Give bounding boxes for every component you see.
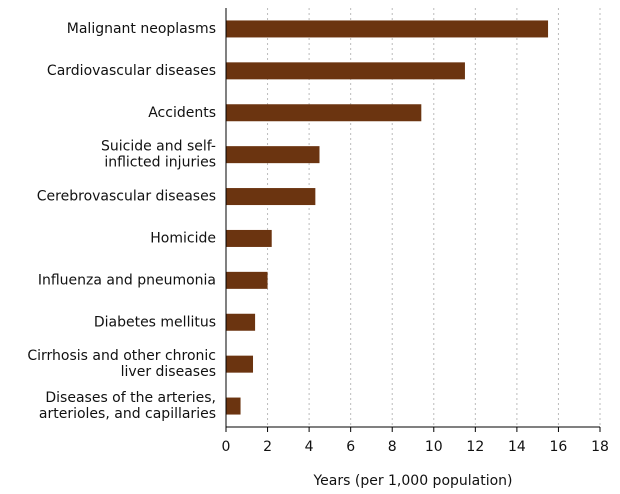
y-tick-label: Homicide <box>150 230 216 246</box>
bar <box>226 62 465 80</box>
x-tick-label: 4 <box>305 439 314 455</box>
bar <box>226 271 268 289</box>
x-tick-label: 10 <box>425 439 443 455</box>
x-axis-label: Years (per 1,000 population) <box>312 473 512 489</box>
y-tick-label: Malignant neoplasms <box>67 21 216 37</box>
x-tick-label: 14 <box>508 439 526 455</box>
bar <box>226 229 272 247</box>
y-tick-label: Cirrhosis and other chronic liver disease… <box>27 348 216 380</box>
x-tick-label: 2 <box>263 439 272 455</box>
y-tick-label: Suicide and self-inflicted injuries <box>101 139 216 171</box>
bar <box>226 104 422 122</box>
bar <box>226 146 320 164</box>
x-tick-label: 16 <box>550 439 568 455</box>
y-tick-label: Cardiovascular diseases <box>47 63 216 79</box>
y-tick-label: Diabetes mellitus <box>94 314 216 330</box>
bar <box>226 188 316 206</box>
bar <box>226 20 549 38</box>
x-tick-label: 0 <box>222 439 231 455</box>
y-tick-label: Accidents <box>148 105 216 121</box>
y-tick-label: Diseases of the arteries, arterioles, and… <box>39 390 216 422</box>
x-tick-label: 8 <box>388 439 397 455</box>
y-tick-label: Cerebrovascular diseases <box>37 189 216 205</box>
bar <box>226 355 254 373</box>
y-tick-label: Influenza and pneumonia <box>38 272 216 288</box>
x-tick-label: 6 <box>346 439 355 455</box>
x-tick-label: 18 <box>591 439 609 455</box>
bar <box>226 313 256 331</box>
bar <box>226 397 241 415</box>
x-tick-label: 12 <box>466 439 484 455</box>
